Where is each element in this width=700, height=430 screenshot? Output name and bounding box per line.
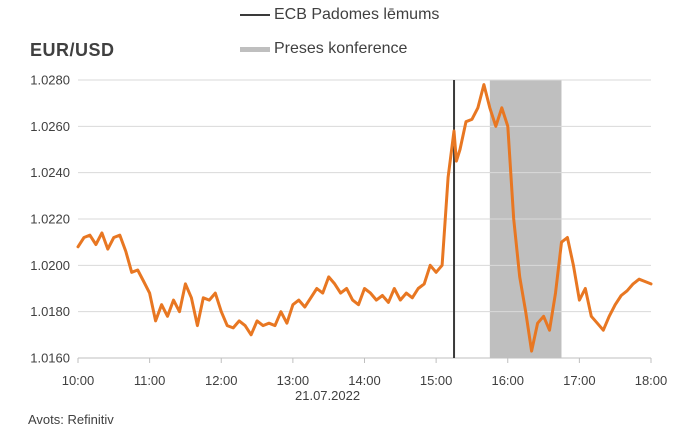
- x-tick-label: 10:00: [62, 373, 95, 388]
- legend-line-swatch: [240, 14, 270, 16]
- x-tick-label: 16:00: [491, 373, 524, 388]
- x-axis-date-label: 21.07.2022: [295, 388, 361, 403]
- x-tick-label: 15:00: [420, 373, 453, 388]
- chart-title: EUR/USD: [30, 40, 115, 60]
- series-line-eurusd: [76, 83, 653, 353]
- legend-band-swatch: [240, 46, 270, 52]
- legend-label-decision: ECB Padomes lēmums: [274, 6, 440, 23]
- x-tick-label: 14:00: [348, 373, 381, 388]
- x-tick-label: 13:00: [277, 373, 310, 388]
- y-tick-label: 1.0260: [30, 119, 70, 134]
- legend-label-press-conference: Preses konference: [274, 40, 408, 57]
- x-tick-label: 12:00: [205, 373, 238, 388]
- y-tick-label: 1.0280: [30, 73, 70, 88]
- legend-item-decision: ECB Padomes lēmums: [240, 6, 439, 24]
- y-tick-label: 1.0180: [30, 304, 70, 319]
- y-tick-label: 1.0220: [30, 212, 70, 227]
- x-tick-label: 11:00: [134, 373, 166, 388]
- y-tick-label: 1.0160: [30, 351, 70, 366]
- y-tick-label: 1.0200: [30, 258, 70, 273]
- x-tick-label: 18:00: [635, 373, 668, 388]
- legend-item-press-conference: Preses konference: [240, 40, 407, 58]
- x-tick-label: 17:00: [563, 373, 596, 388]
- source-note: Avots: Refinitiv: [28, 412, 114, 427]
- y-tick-label: 1.0240: [30, 165, 70, 180]
